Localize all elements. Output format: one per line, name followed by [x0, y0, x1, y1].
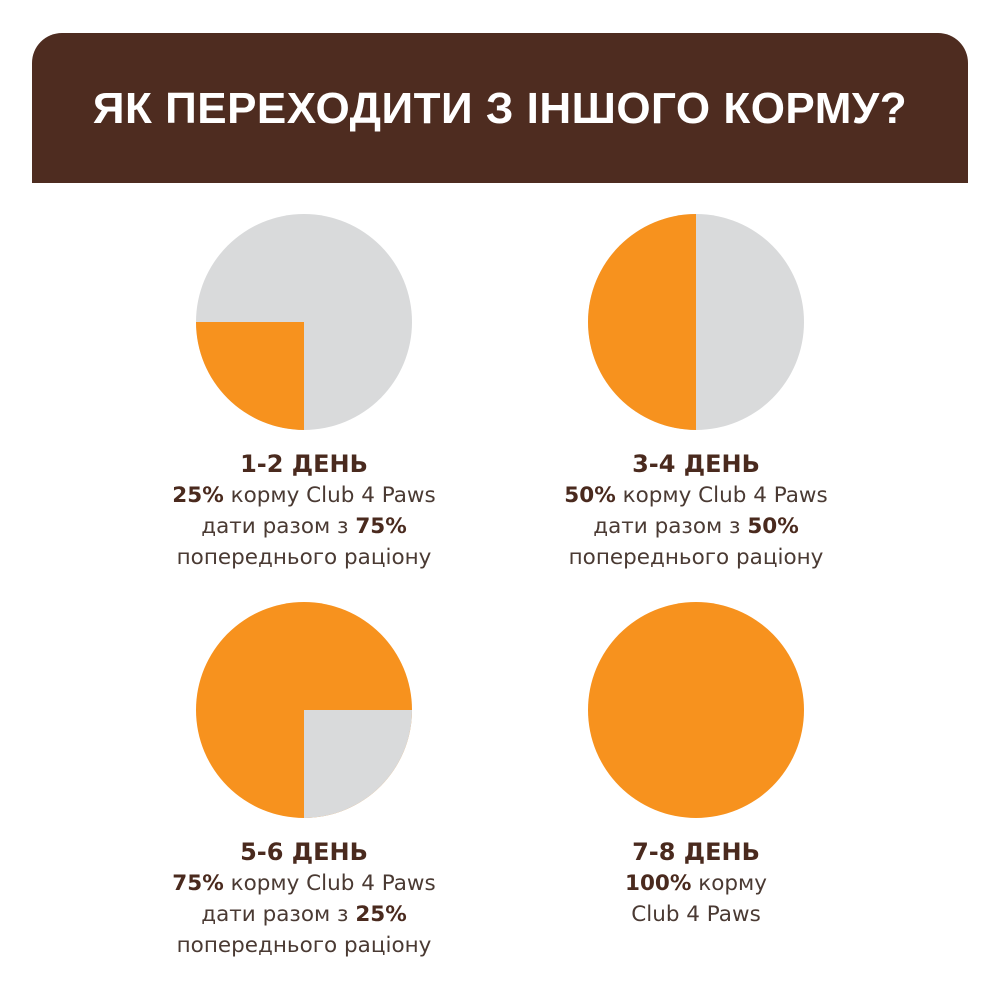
pie-chart-25-percent — [196, 214, 412, 430]
pie-chart-100-percent — [588, 602, 804, 818]
new-food-percent: 100% — [625, 871, 692, 896]
desc-line-1: корму Club 4 Paws — [223, 871, 436, 896]
step-description: 50% корму Club 4 Paws дати разом з 50% п… — [496, 480, 896, 573]
desc-line-2: дати разом з — [201, 902, 356, 927]
step-description: 25% корму Club 4 Paws дати разом з 75% п… — [104, 480, 504, 573]
new-food-percent: 50% — [564, 483, 616, 508]
pie-slice-new-food — [588, 602, 804, 818]
pie-slice-new-food — [196, 322, 304, 430]
new-food-percent: 75% — [172, 871, 224, 896]
step-description: 100% корму Club 4 Paws — [496, 868, 896, 930]
pie-chart-75-percent — [196, 602, 412, 818]
old-food-percent: 50% — [747, 514, 799, 539]
desc-line-3: попереднього раціону — [568, 545, 824, 570]
step-1-2-days: 1-2 ДЕНЬ 25% корму Club 4 Paws дати разо… — [104, 214, 504, 573]
desc-line-2: дати разом з — [593, 514, 748, 539]
desc-line-3: попереднього раціону — [176, 545, 432, 570]
page-title: ЯК ПЕРЕХОДИТИ З ІНШОГО КОРМУ? — [92, 84, 908, 133]
step-title: 1-2 ДЕНЬ — [240, 450, 368, 478]
desc-line-2: Club 4 Paws — [631, 902, 761, 927]
old-food-percent: 25% — [355, 902, 407, 927]
step-title: 3-4 ДЕНЬ — [632, 450, 760, 478]
step-5-6-days: 5-6 ДЕНЬ 75% корму Club 4 Paws дати разо… — [104, 602, 504, 961]
desc-line-1: корму Club 4 Paws — [615, 483, 828, 508]
desc-line-2: дати разом з — [201, 514, 356, 539]
step-3-4-days: 3-4 ДЕНЬ 50% корму Club 4 Paws дати разо… — [496, 214, 896, 573]
desc-line-1: корму — [691, 871, 767, 896]
old-food-percent: 75% — [355, 514, 407, 539]
desc-line-3: попереднього раціону — [176, 933, 432, 958]
pie-slice-new-food — [588, 214, 696, 430]
step-7-8-days: 7-8 ДЕНЬ 100% корму Club 4 Paws — [496, 602, 896, 930]
desc-line-1: корму Club 4 Paws — [223, 483, 436, 508]
step-description: 75% корму Club 4 Paws дати разом з 25% п… — [104, 868, 504, 961]
step-title: 5-6 ДЕНЬ — [240, 838, 368, 866]
pie-chart-50-percent — [588, 214, 804, 430]
header-banner: ЯК ПЕРЕХОДИТИ З ІНШОГО КОРМУ? — [32, 33, 968, 183]
step-title: 7-8 ДЕНЬ — [632, 838, 760, 866]
new-food-percent: 25% — [172, 483, 224, 508]
pie-slice-old-food — [304, 710, 412, 818]
